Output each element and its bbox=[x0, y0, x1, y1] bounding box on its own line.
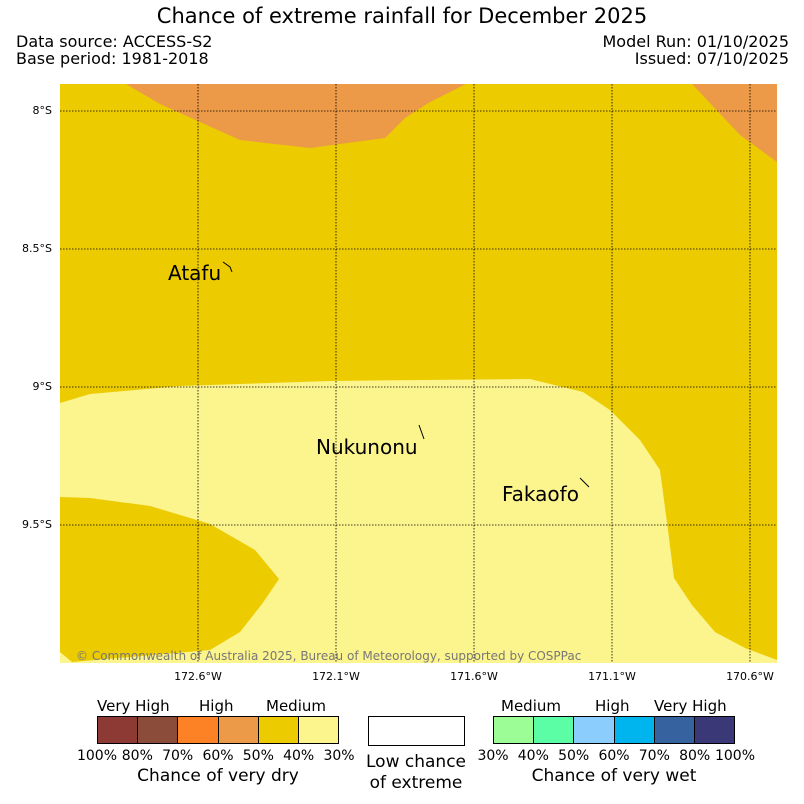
dry-percentage-label: 60% bbox=[202, 748, 234, 764]
low-chance-swatch bbox=[368, 716, 465, 746]
wet-level-high: High bbox=[595, 697, 630, 715]
dry-swatch bbox=[217, 717, 258, 743]
lon-tick: 171.1°W bbox=[588, 670, 636, 683]
place-label-nukunonu: Nukunonu bbox=[316, 435, 418, 459]
dry-percentage-label: 30% bbox=[323, 748, 355, 764]
fakaofo-outline bbox=[579, 477, 590, 488]
data-source: Data source: ACCESS-S2 bbox=[16, 32, 213, 51]
lat-tick: 8.5°S bbox=[22, 242, 52, 255]
dry-level-very-high: Very High bbox=[97, 697, 170, 715]
atoll-outlines bbox=[222, 261, 590, 488]
wet-percentage-label: 40% bbox=[517, 748, 549, 764]
meta-left: Data source: ACCESS-S2 Base period: 1981… bbox=[16, 33, 212, 67]
wet-swatch bbox=[573, 717, 614, 743]
lon-tick: 172.1°W bbox=[312, 670, 360, 683]
dry-swatch bbox=[177, 717, 218, 743]
place-label-fakaofo: Fakaofo bbox=[502, 482, 579, 506]
place-label-atafu: Atafu bbox=[168, 261, 222, 285]
wet-percentage-label: 30% bbox=[477, 748, 509, 764]
dry-swatch bbox=[257, 717, 298, 743]
chart-title: Chance of extreme rainfall for December … bbox=[156, 4, 648, 28]
wet-percentage-label: 80% bbox=[679, 748, 711, 764]
wet-level-very-high: Very High bbox=[654, 697, 727, 715]
wet-swatch bbox=[693, 717, 735, 743]
lat-tick: 9°S bbox=[32, 380, 52, 393]
dry-colorbar bbox=[97, 716, 339, 744]
dry-percentage-label: 40% bbox=[283, 748, 315, 764]
dry-swatch bbox=[98, 717, 138, 743]
graticule bbox=[60, 84, 777, 663]
region-medium-low-dry bbox=[60, 379, 777, 663]
issued-date: Issued: 07/10/2025 bbox=[634, 49, 789, 68]
dry-swatch bbox=[137, 717, 178, 743]
base-period: Base period: 1981-2018 bbox=[16, 49, 209, 68]
copyright-notice: © Commonwealth of Australia 2025, Bureau… bbox=[76, 649, 582, 663]
model-run: Model Run: 01/10/2025 bbox=[602, 32, 790, 51]
wet-caption: Chance of very wet bbox=[531, 766, 697, 786]
wet-percentage-label: 100% bbox=[714, 748, 756, 764]
region-high-dry-north bbox=[126, 84, 466, 148]
atafu-outline bbox=[222, 261, 233, 273]
meta-right: Model Run: 01/10/2025 Issued: 07/10/2025 bbox=[603, 33, 790, 67]
dry-percentage-label: 100% bbox=[76, 748, 118, 764]
dry-level-high: High bbox=[199, 697, 234, 715]
wet-swatch bbox=[533, 717, 574, 743]
lat-tick: 8°S bbox=[32, 104, 52, 117]
dry-level-medium: Medium bbox=[266, 697, 326, 715]
lon-tick: 172.6°W bbox=[174, 670, 222, 683]
wet-swatch bbox=[613, 717, 654, 743]
wet-percentage-label: 60% bbox=[598, 748, 630, 764]
nukunonu-outline bbox=[418, 424, 425, 440]
lat-tick: 9.5°S bbox=[22, 518, 52, 531]
wet-percentage-label: 70% bbox=[638, 748, 670, 764]
wet-swatch bbox=[494, 717, 534, 743]
dry-percentage-label: 50% bbox=[242, 748, 274, 764]
lon-tick: 170.6°W bbox=[726, 670, 774, 683]
wet-level-medium: Medium bbox=[501, 697, 561, 715]
low-chance-caption: Low chance of extreme bbox=[366, 752, 466, 793]
dry-percentage-label: 70% bbox=[162, 748, 194, 764]
wet-colorbar bbox=[493, 716, 735, 744]
region-high-dry-northeast bbox=[692, 84, 777, 162]
dry-caption: Chance of very dry bbox=[137, 766, 299, 786]
wet-percentage-label: 50% bbox=[558, 748, 590, 764]
wet-swatch bbox=[653, 717, 694, 743]
dry-swatch bbox=[297, 717, 339, 743]
lon-tick: 171.6°W bbox=[450, 670, 498, 683]
dry-percentage-label: 80% bbox=[121, 748, 153, 764]
